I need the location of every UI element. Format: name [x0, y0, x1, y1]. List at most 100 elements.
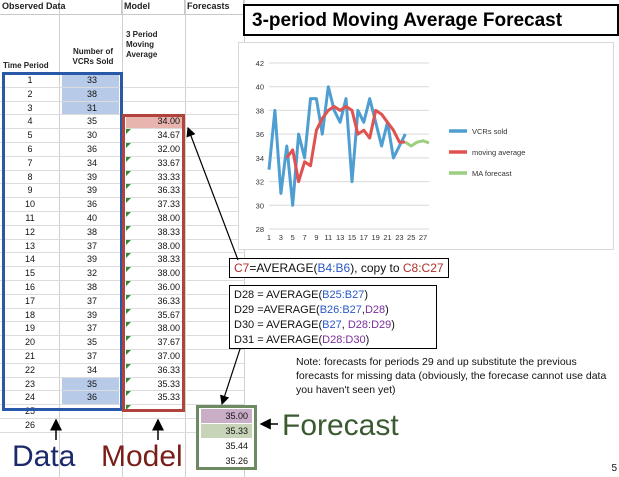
- cell-vcrs-sold[interactable]: 35: [86, 378, 97, 389]
- series-line-0: [267, 85, 407, 207]
- cell-period[interactable]: 3: [27, 102, 33, 113]
- cell-vcrs-sold[interactable]: 31: [86, 102, 97, 113]
- cell-period[interactable]: 5: [27, 130, 33, 141]
- cell-moving-average[interactable]: 32.00: [157, 144, 180, 154]
- cell-moving-average[interactable]: 38.00: [157, 323, 180, 334]
- forecast-cell-d30[interactable]: 35.44: [225, 441, 248, 451]
- y-tick-label: 32: [256, 178, 264, 187]
- formula-d30: D30 = AVERAGE(B27, D28:D29): [234, 319, 395, 331]
- formula-indicator: [126, 143, 131, 148]
- legend-label-2: MA forecast: [472, 169, 513, 178]
- x-tick-label: 17: [360, 233, 368, 242]
- cell-moving-average[interactable]: 37.00: [157, 351, 180, 361]
- cell-period[interactable]: 4: [27, 116, 33, 127]
- cell-moving-average[interactable]: 35.67: [157, 309, 180, 320]
- data-label: Data: [12, 440, 76, 473]
- cell-moving-average[interactable]: 37.33: [157, 199, 180, 210]
- cell-vcrs-sold[interactable]: 32: [86, 268, 97, 279]
- formula-indicator: [126, 170, 131, 176]
- x-tick-label: 9: [314, 233, 318, 242]
- cell-vcrs-sold[interactable]: 36: [86, 199, 97, 210]
- cell-vcrs-sold[interactable]: 39: [86, 254, 97, 265]
- forecast-cell-d28[interactable]: 35.00: [201, 409, 252, 423]
- vcrs-sold-header[interactable]: Number of VCRs Sold: [72, 47, 114, 66]
- cell-period[interactable]: 17: [24, 295, 35, 306]
- cell-vcrs-sold[interactable]: 40: [86, 213, 97, 223]
- cell-period[interactable]: 15: [24, 268, 35, 279]
- cell-moving-average[interactable]: 33.33: [157, 171, 180, 182]
- slide-title: 3-period Moving Average Forecast: [243, 4, 619, 36]
- cell-period[interactable]: 23: [24, 378, 35, 389]
- cell-vcrs-sold[interactable]: 37: [86, 240, 97, 251]
- cell-vcrs-sold[interactable]: 37: [86, 295, 97, 306]
- formula-indicator: [126, 184, 131, 190]
- cell-moving-average[interactable]: 38.00: [157, 268, 180, 279]
- formula-indicator: [126, 377, 131, 383]
- cell-moving-average[interactable]: 34.00: [157, 116, 180, 127]
- cell-period[interactable]: 22: [24, 364, 35, 375]
- highlight-vcr-cell: [62, 87, 119, 101]
- forecast-cell-d31[interactable]: 35.26: [225, 456, 248, 466]
- cell-period[interactable]: 16: [24, 282, 35, 292]
- model-header[interactable]: Model: [122, 0, 185, 15]
- formula-indicator: [126, 336, 131, 342]
- cell-period[interactable]: 6: [27, 144, 33, 154]
- cell-moving-average[interactable]: 38.33: [157, 226, 180, 237]
- cell-vcrs-sold[interactable]: 38: [86, 226, 97, 237]
- cell-vcrs-sold[interactable]: 38: [86, 88, 97, 99]
- x-tick-label: 19: [371, 233, 379, 242]
- cell-period[interactable]: 18: [24, 309, 35, 320]
- cell-moving-average[interactable]: 36.33: [157, 295, 180, 306]
- x-tick-label: 7: [302, 233, 306, 242]
- cell-vcrs-sold[interactable]: 39: [86, 171, 97, 182]
- cell-vcrs-sold[interactable]: 36: [86, 144, 97, 154]
- cell-period[interactable]: 1: [27, 75, 33, 85]
- cell-period[interactable]: 25: [24, 406, 35, 417]
- cell-period[interactable]: 7: [27, 157, 33, 168]
- cell-period[interactable]: 12: [24, 226, 35, 237]
- cell-period[interactable]: 14: [24, 254, 35, 265]
- cell-vcrs-sold[interactable]: 38: [86, 282, 97, 292]
- cell-vcrs-sold[interactable]: 33: [86, 75, 97, 85]
- cell-moving-average[interactable]: 35.33: [157, 378, 180, 389]
- cell-vcrs-sold[interactable]: 35: [86, 116, 97, 127]
- cell-moving-average[interactable]: 38.00: [157, 213, 180, 223]
- cell-moving-average[interactable]: 33.67: [157, 157, 180, 168]
- cell-vcrs-sold[interactable]: 39: [86, 185, 97, 196]
- cell-moving-average[interactable]: 36.33: [157, 364, 180, 375]
- cell-vcrs-sold[interactable]: 34: [86, 157, 97, 168]
- cell-period[interactable]: 20: [24, 337, 35, 348]
- cell-period[interactable]: 11: [25, 213, 35, 223]
- cell-period[interactable]: 9: [27, 185, 33, 196]
- cell-period[interactable]: 2: [27, 88, 33, 99]
- series-line-1: [285, 105, 406, 184]
- cell-vcrs-sold[interactable]: 37: [86, 351, 97, 361]
- cell-period[interactable]: 10: [24, 199, 35, 210]
- cell-vcrs-sold[interactable]: 35: [86, 337, 97, 348]
- cell-vcrs-sold[interactable]: 30: [86, 130, 97, 141]
- y-tick-label: 38: [256, 106, 264, 115]
- cell-moving-average[interactable]: 37.67: [157, 337, 180, 348]
- cell-period[interactable]: 24: [24, 392, 35, 403]
- cell-moving-average[interactable]: 36.00: [157, 282, 180, 292]
- cell-period[interactable]: 8: [27, 171, 33, 182]
- cell-period[interactable]: 19: [24, 323, 35, 334]
- cell-period[interactable]: 26: [24, 420, 35, 430]
- moving-average-header[interactable]: 3 Period Moving Average: [126, 30, 158, 59]
- cell-moving-average[interactable]: 38.33: [157, 254, 180, 265]
- forecast-cell-d29[interactable]: 35.33: [201, 424, 252, 438]
- cell-vcrs-sold[interactable]: 36: [86, 392, 97, 403]
- data-range-box: [2, 72, 123, 411]
- cell-period[interactable]: 13: [24, 240, 35, 251]
- cell-period[interactable]: 21: [24, 351, 35, 361]
- cell-vcrs-sold[interactable]: 39: [86, 309, 97, 320]
- cell-moving-average[interactable]: 35.33: [157, 392, 180, 403]
- cell-vcrs-sold[interactable]: 34: [86, 364, 97, 375]
- cell-vcrs-sold[interactable]: 37: [86, 323, 97, 334]
- cell-moving-average[interactable]: 36.33: [157, 185, 180, 196]
- time-period-header[interactable]: Time Period: [3, 61, 49, 70]
- cell-moving-average[interactable]: 38.00: [157, 240, 180, 251]
- cell-moving-average[interactable]: 34.67: [157, 130, 180, 141]
- observed-data-header[interactable]: Observed Data: [0, 0, 122, 15]
